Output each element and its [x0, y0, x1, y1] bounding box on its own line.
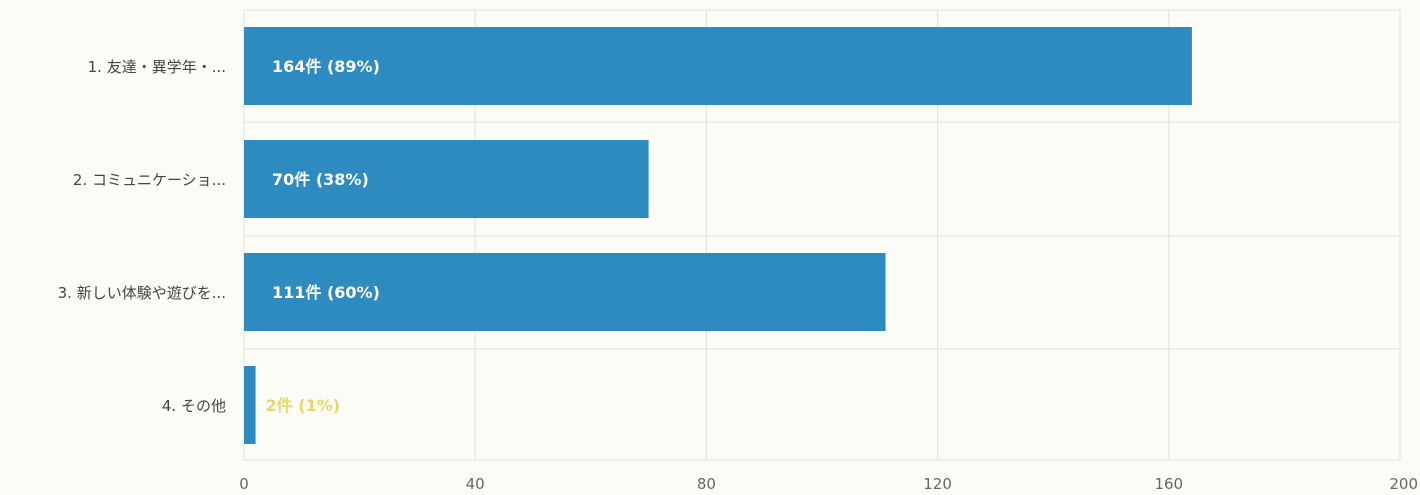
data-label: 2件 (1%)	[266, 396, 341, 415]
category-labels: 1. 友達・異学年・... 2. コミュニケーショ... 3. 新しい体験や遊びを.…	[58, 58, 226, 415]
x-tick-label: 0	[239, 475, 249, 493]
category-label: 3. 新しい体験や遊びを...	[58, 284, 226, 302]
category-label: 2. コミュニケーショ...	[73, 171, 226, 189]
grid-lines	[243, 9, 1401, 461]
data-label: 111件 (60%)	[272, 283, 380, 302]
data-labels: 164件 (89%) 70件 (38%) 111件 (60%) 2件 (1%)	[266, 57, 380, 415]
bar	[244, 140, 649, 218]
x-tick-label: 40	[466, 475, 485, 493]
category-label: 1. 友達・異学年・...	[88, 58, 226, 76]
x-tick-label: 80	[697, 475, 716, 493]
x-tick-label: 120	[923, 475, 952, 493]
x-axis-tick-labels: 0 40 80 120 160 200	[239, 475, 1418, 493]
bars	[244, 27, 1192, 444]
category-label: 4. その他	[162, 397, 226, 415]
data-label: 164件 (89%)	[272, 57, 380, 76]
x-tick-label: 200	[1389, 475, 1418, 493]
data-label: 70件 (38%)	[272, 170, 369, 189]
bar	[244, 27, 1192, 105]
x-tick-label: 160	[1154, 475, 1183, 493]
bar	[244, 366, 256, 444]
bar	[244, 253, 886, 331]
